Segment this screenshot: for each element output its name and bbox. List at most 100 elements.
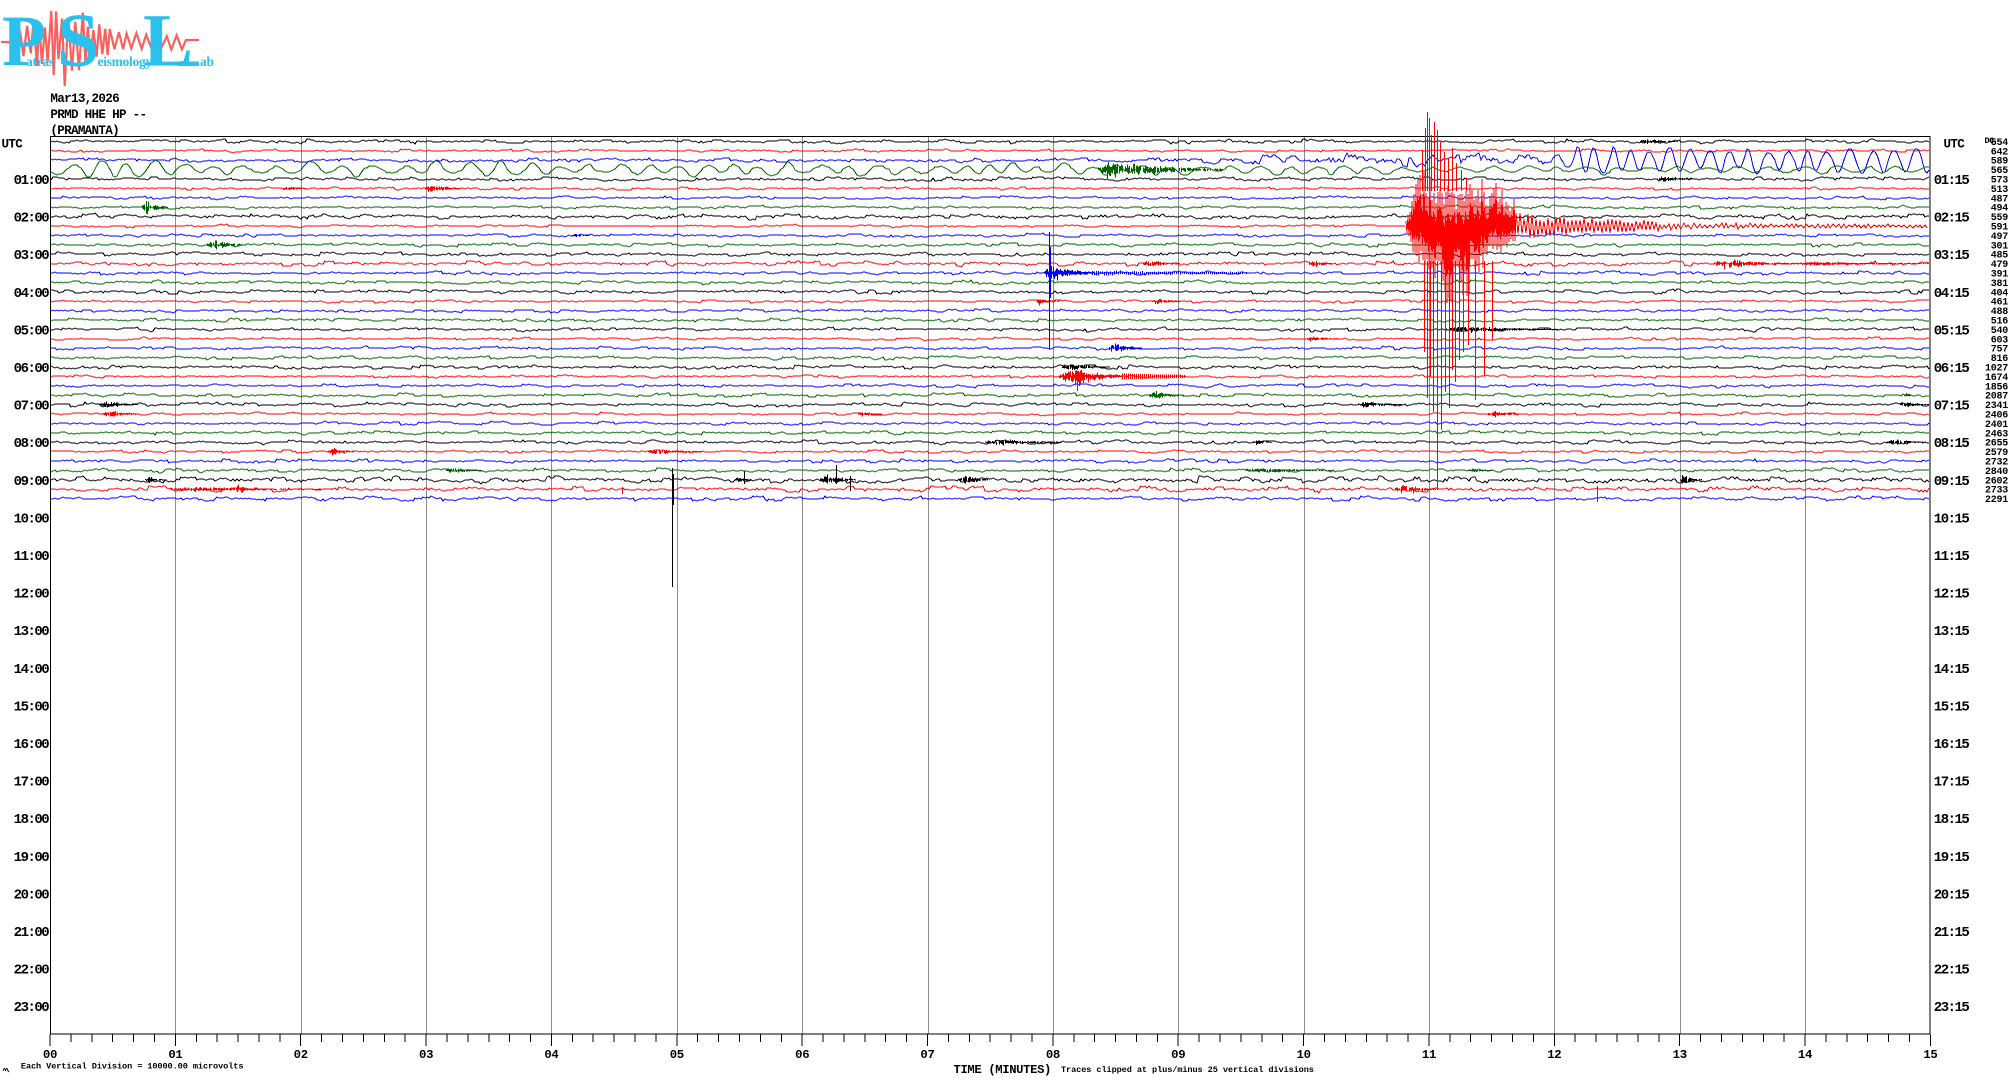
svg-text:02:00: 02:00 [14,211,50,227]
svg-text:18:00: 18:00 [14,812,50,828]
svg-text:13: 13 [1673,1048,1687,1062]
svg-text:11:15: 11:15 [1934,549,1970,565]
svg-text:381: 381 [1991,279,2009,290]
svg-text:S: S [57,0,99,83]
svg-text:DC: DC [1985,136,1995,146]
svg-text:06:15: 06:15 [1934,361,1970,377]
svg-text:UTC: UTC [2,138,24,152]
svg-text:554: 554 [1991,138,2009,149]
svg-text:05: 05 [670,1048,684,1062]
svg-text:12:15: 12:15 [1934,587,1970,603]
svg-text:12: 12 [1547,1048,1561,1062]
svg-text:11: 11 [1422,1048,1436,1062]
svg-text:08:00: 08:00 [14,436,50,452]
svg-text:816: 816 [1991,354,2009,365]
svg-text:14:00: 14:00 [14,662,50,678]
svg-text:488: 488 [1991,307,2009,318]
svg-text:14:15: 14:15 [1934,662,1970,678]
svg-text:(PRAMANTA): (PRAMANTA) [50,124,119,138]
svg-text:13:15: 13:15 [1934,624,1970,640]
svg-text:11:00: 11:00 [14,549,50,565]
svg-text:2406: 2406 [1985,411,2008,422]
svg-text:603: 603 [1991,335,2009,346]
svg-text:04:00: 04:00 [14,286,50,302]
svg-text:2732: 2732 [1985,458,2008,469]
svg-text:16:15: 16:15 [1934,737,1970,753]
svg-text:02:15: 02:15 [1934,211,1970,227]
svg-text:540: 540 [1991,326,2009,337]
svg-text:07:15: 07:15 [1934,399,1970,415]
svg-text:08: 08 [1046,1048,1060,1062]
svg-text:16:00: 16:00 [14,737,50,753]
svg-text:516: 516 [1991,317,2009,328]
svg-text:00: 00 [43,1048,57,1062]
svg-text:Mar13,2026: Mar13,2026 [50,92,119,106]
svg-text:591: 591 [1991,223,2009,234]
svg-text:01:00: 01:00 [14,173,50,189]
svg-text:05:15: 05:15 [1934,323,1970,339]
svg-text:07:00: 07:00 [14,399,50,415]
svg-text:03: 03 [419,1048,433,1062]
svg-text:494: 494 [1991,204,2009,215]
svg-text:479: 479 [1991,260,2009,271]
svg-text:02: 02 [294,1048,308,1062]
svg-text:09: 09 [1171,1048,1185,1062]
svg-text:23:15: 23:15 [1934,1000,1970,1016]
svg-text:391: 391 [1991,270,2009,281]
svg-text:20:15: 20:15 [1934,887,1970,903]
svg-text:12:00: 12:00 [14,587,50,603]
svg-text:21:00: 21:00 [14,925,50,941]
svg-text:15:00: 15:00 [14,699,50,715]
svg-text:09:00: 09:00 [14,474,50,490]
svg-text:23:00: 23:00 [14,1000,50,1016]
svg-text:06:00: 06:00 [14,361,50,377]
svg-text:08:15: 08:15 [1934,436,1970,452]
svg-text:P: P [2,1,46,81]
svg-text:589: 589 [1991,157,2009,168]
svg-text:2463: 2463 [1985,429,2008,440]
svg-text:eismology: eismology [98,54,153,69]
svg-text:2733: 2733 [1985,486,2008,497]
svg-text:09:15: 09:15 [1934,474,1970,490]
svg-text:15:15: 15:15 [1934,699,1970,715]
svg-text:03:00: 03:00 [14,248,50,264]
svg-text:03:15: 03:15 [1934,248,1970,264]
svg-text:10:00: 10:00 [14,511,50,527]
svg-text:2401: 2401 [1985,420,2008,431]
svg-text:757: 757 [1991,345,2009,356]
svg-text:2840: 2840 [1985,467,2008,478]
svg-text:01: 01 [168,1048,182,1062]
svg-text:04:15: 04:15 [1934,286,1970,302]
svg-text:10: 10 [1297,1048,1311,1062]
svg-text:513: 513 [1991,185,2009,196]
svg-text:497: 497 [1991,232,2009,243]
svg-text:404: 404 [1991,288,2009,299]
svg-text:10:15: 10:15 [1934,511,1970,527]
svg-text:18:15: 18:15 [1934,812,1970,828]
svg-text:19:15: 19:15 [1934,850,1970,866]
svg-text:20:00: 20:00 [14,887,50,903]
svg-text:485: 485 [1991,251,2009,262]
svg-text:2087: 2087 [1985,392,2008,403]
svg-text:2579: 2579 [1985,448,2008,459]
svg-text:13:00: 13:00 [14,624,50,640]
svg-text:19:00: 19:00 [14,850,50,866]
svg-text:2602: 2602 [1985,476,2008,487]
svg-text:22:00: 22:00 [14,963,50,979]
svg-text:Traces clipped at plus/minus 2: Traces clipped at plus/minus 25 vertical… [1061,1065,1314,1075]
svg-text:04: 04 [544,1048,559,1062]
svg-text:1674: 1674 [1985,373,2008,384]
svg-text:21:15: 21:15 [1934,925,1970,941]
svg-text:ab: ab [200,54,214,69]
svg-text:461: 461 [1991,298,2009,309]
svg-text:2655: 2655 [1985,439,2008,450]
svg-text:2291: 2291 [1985,495,2008,506]
svg-text:559: 559 [1991,213,2009,224]
svg-text:PRMD HHE HP --: PRMD HHE HP -- [50,108,146,122]
svg-text:05:00: 05:00 [14,323,50,339]
svg-text:L: L [143,0,193,83]
svg-text:Each Vertical Division = 10000: Each Vertical Division = 10000.00 microv… [21,1062,244,1072]
svg-text:487: 487 [1991,194,2009,205]
svg-text:17:15: 17:15 [1934,775,1970,791]
svg-text:07: 07 [920,1048,934,1062]
